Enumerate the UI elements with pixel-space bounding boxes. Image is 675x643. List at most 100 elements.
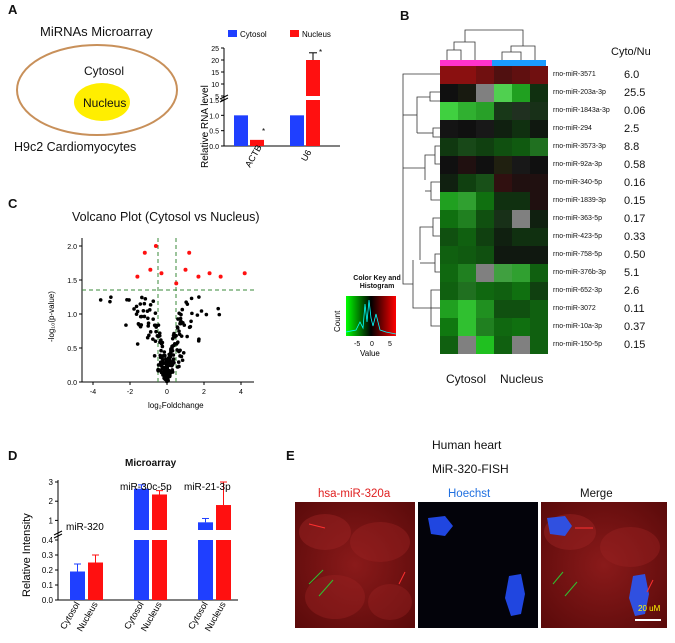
fish-title-1: Human heart (432, 438, 502, 452)
axis-break (219, 94, 229, 100)
y-tick-label: 0.5 (67, 346, 77, 353)
volcano-point (167, 355, 172, 360)
volcano-point (168, 350, 173, 355)
heatmap-cell (440, 138, 458, 156)
dendrograms (402, 29, 546, 327)
heatmap-cell (512, 102, 530, 120)
ratio-value: 5.1 (624, 267, 640, 279)
nucleus-color-bar (492, 60, 546, 67)
volcano-point-significant (196, 274, 201, 279)
volcano-point-significant (242, 271, 247, 276)
volcano-point (151, 317, 155, 321)
heatmap-cell (440, 336, 458, 354)
volcano-point (157, 333, 162, 338)
bar-actb-nucleus (250, 139, 264, 146)
heatmap-cell (512, 120, 530, 138)
row-label: rno-miR-363-5p (553, 215, 603, 222)
ratio-value: 6.0 (624, 69, 640, 81)
heatmap-cell (494, 318, 512, 336)
heatmap-cell (494, 138, 512, 156)
heatmap-cell (530, 210, 548, 228)
volcano-point (146, 324, 151, 328)
key-tick-neg5: -5 (354, 341, 360, 348)
y-tick-label: 0.0 (209, 144, 219, 151)
col-label-cytosol: Cytosol (446, 372, 487, 386)
ratio-value: 0.16 (624, 177, 646, 189)
volcano-point (180, 307, 185, 312)
volcano-point (159, 338, 163, 342)
heatmap-cell (530, 246, 548, 264)
heatmap-cell (512, 300, 530, 318)
heatmap-cell (530, 300, 548, 318)
ratio-value: 0.17 (624, 213, 646, 225)
heatmap-cell (476, 138, 494, 156)
heatmap-cell (458, 138, 476, 156)
channel-label-hoechst: Hoechst (448, 488, 491, 500)
volcano-point (159, 361, 163, 366)
y-tick-label: 0.2 (42, 566, 54, 575)
volcano-point (175, 365, 180, 369)
heatmap-cell (494, 336, 512, 354)
volcano-point (177, 329, 181, 333)
cell-diagram (16, 44, 178, 136)
x-tick-label: 2 (202, 389, 206, 396)
channel-label-mir320a: hsa-miR-320a (318, 488, 391, 500)
ratio-value: 8.8 (624, 141, 640, 153)
bar-u6-nucleus-high (306, 60, 320, 96)
legend-cytosol-swatch (228, 30, 237, 37)
x-tick-u6: U6 (299, 148, 313, 163)
bar-u6-cytosol (290, 115, 304, 146)
heatmap-cell (494, 210, 512, 228)
row-label: rno-miR-92a-3p (553, 161, 603, 168)
volcano-point (170, 336, 175, 341)
volcano-point (189, 319, 193, 324)
heatmap-cell (494, 300, 512, 318)
heatmap-cell (440, 192, 458, 210)
volcano-point (190, 311, 194, 316)
row-label: rno-miR-294 (553, 125, 592, 132)
heatmap-cell (494, 174, 512, 192)
bar-cytosol-high (198, 522, 213, 530)
heatmap-cell (440, 210, 458, 228)
volcano-point (153, 311, 158, 315)
heatmap-cell (530, 282, 548, 300)
bar-cytosol-high (134, 488, 149, 530)
volcano-point (141, 309, 146, 313)
y-tick-label: 0.4 (42, 536, 54, 545)
panel-d-bar-chart: Relative Intensity 0.0 0.1 0.2 0.3 0.4 1 2 3 mi… (21, 478, 238, 633)
color-key-ylabel: Count (333, 310, 342, 332)
fish-title-2: MiR-320-FISH (432, 462, 509, 476)
y-tick-label: 1 (49, 516, 54, 525)
heatmap-cell (440, 120, 458, 138)
row-label: rno-miR-150-5p (553, 341, 603, 348)
heatmap-cell (476, 282, 494, 300)
heatmap-cell (512, 318, 530, 336)
panel-c-label: C (8, 196, 18, 211)
volcano-point (170, 370, 175, 374)
y-tick-label: 0.3 (42, 551, 54, 560)
microarray-title: Microarray (125, 458, 177, 469)
heatmap-cell (494, 84, 512, 102)
y-tick-label: 3 (49, 478, 54, 487)
volcano-point (165, 360, 170, 365)
row-label: rno-miR-758-5p (553, 251, 603, 258)
group-label-mir320: miR-320 (66, 522, 104, 533)
row-label: rno-miR-376b-3p (553, 269, 606, 276)
volcano-point (151, 337, 155, 341)
heatmap-cell (458, 300, 476, 318)
volcano-point (138, 302, 143, 306)
bar-u6-nucleus-low (306, 100, 320, 146)
volcano-point (181, 321, 185, 325)
row-label: rno-miR-423-5p (553, 233, 603, 240)
row-label: rno-miR-3573-3p (553, 143, 606, 150)
bar-cytosol-low (134, 540, 149, 600)
bar-nucleus-high (152, 494, 167, 530)
heatmap-cell (476, 264, 494, 282)
heatmap-cell (440, 318, 458, 336)
row-labels: rno-miR-3571 rno-miR-203a-3p rno-miR-1843a… (553, 66, 613, 356)
volcano-title: Volcano Plot (Cytosol vs Nucleus) (72, 210, 260, 224)
fish-images (295, 502, 667, 628)
color-key: Count -5 0 5 Value (333, 296, 397, 358)
volcano-point (98, 298, 103, 302)
volcano-point (175, 326, 180, 330)
